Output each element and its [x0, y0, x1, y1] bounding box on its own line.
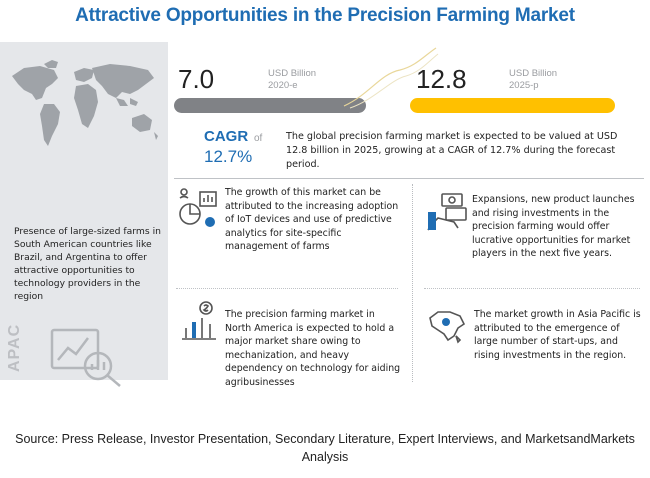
column-divider: [412, 184, 413, 382]
insight-expansions: Expansions, new product launches and ris…: [472, 194, 635, 259]
analytics-magnifier-icon: [50, 328, 121, 387]
regional-highlight-text: Presence of large-sized farms in South A…: [14, 226, 161, 302]
market-unit-2025: USD Billion: [509, 68, 558, 79]
insight-asia-pacific: The market growth in Asia Pacific is att…: [474, 309, 641, 361]
cagr-value: 12.7%: [204, 147, 253, 166]
trend-decoration: [343, 47, 439, 109]
market-summary: The global precision farming market is e…: [286, 131, 618, 170]
cagr-of-label: of: [254, 133, 263, 144]
market-value-2025: 12.8: [416, 64, 467, 94]
cagr-label: CAGR: [204, 128, 249, 145]
iot-analytics-icon: [179, 188, 217, 227]
market-bar-2025: [410, 98, 615, 113]
dollar-growth-icon: [182, 301, 216, 340]
market-year-2025: 2025-p: [509, 80, 539, 91]
market-year-2020: 2020-e: [268, 80, 298, 91]
insight-north-america: The precision farming market in North Am…: [225, 309, 401, 388]
market-value-2020: 7.0: [178, 64, 215, 94]
market-bar-2020: [174, 98, 366, 113]
market-unit-2020: USD Billion: [268, 68, 317, 79]
source-note: Source: Press Release, Investor Presenta…: [15, 432, 635, 464]
world-map-icon: [12, 60, 158, 146]
investment-hand-icon: [427, 193, 467, 231]
asia-map-icon: [429, 311, 466, 344]
insight-iot-growth: The growth of this market can be attribu…: [225, 187, 399, 252]
regional-panel: Presence of large-sized farms in South A…: [0, 42, 168, 387]
section-divider: [174, 178, 644, 179]
page-title: Attractive Opportunities in the Precisio…: [75, 5, 575, 26]
row-divider-left: [176, 288, 398, 289]
row-divider-right: [424, 288, 640, 289]
region-label: APAC: [6, 323, 23, 372]
